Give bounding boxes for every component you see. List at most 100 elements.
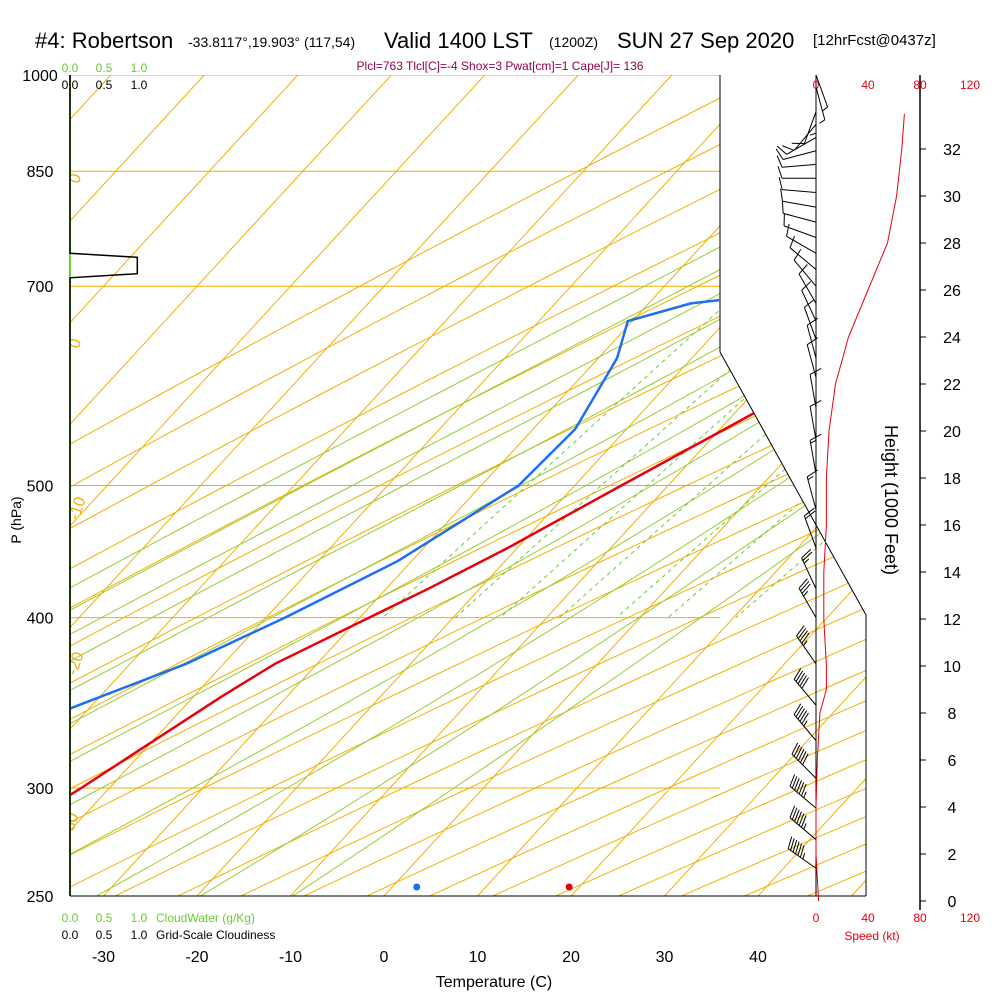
wind-barb-flag	[802, 753, 809, 766]
height-tick-label: 22	[943, 377, 961, 394]
moist-adiabat	[70, 75, 866, 896]
wind-barb-flag	[802, 551, 813, 562]
wind-barb-half	[810, 439, 817, 444]
wind-barb-flag	[787, 836, 793, 849]
speed-tick-top: 80	[913, 78, 927, 92]
wind-barb-flag	[798, 264, 808, 275]
wind-barb	[783, 213, 817, 238]
valid-time: Valid 1400 LST	[384, 28, 533, 53]
wind-barb-flag	[806, 317, 819, 326]
wind-barb-flag	[809, 399, 822, 407]
wind-barb-flag	[796, 811, 802, 824]
wind-barb-half	[807, 475, 814, 481]
speed-tick-bottom: 0	[813, 911, 820, 925]
moist-adiabat	[159, 75, 866, 896]
plot-frame	[70, 75, 867, 897]
temperature-tick-label: 20	[562, 949, 580, 966]
wind-barb	[777, 166, 816, 179]
wind-barb-flag	[801, 281, 812, 291]
wind-barb	[801, 281, 817, 322]
wind-barb-flag	[793, 668, 802, 680]
dry-adiabat	[70, 75, 866, 896]
wind-barb-flag	[790, 838, 795, 851]
dry-adiabat	[128, 75, 866, 896]
dry-adiabat	[70, 75, 866, 896]
wind-barb	[809, 433, 822, 474]
wind-barb-staff	[815, 74, 829, 108]
isotherm-line	[0, 75, 17, 896]
isotherm-line	[70, 75, 673, 896]
moist-adiabat	[70, 75, 866, 896]
isotherm-line	[70, 75, 486, 896]
speed-tick-bottom: 120	[960, 911, 980, 925]
dry-adiabat	[70, 75, 866, 896]
isotherm-line	[70, 75, 766, 896]
wind-barb	[809, 399, 822, 441]
wind-barb	[782, 124, 817, 151]
wind-barb-flag	[794, 809, 800, 822]
wind-barb	[786, 223, 817, 254]
mixing-ratio-label: 2	[299, 903, 317, 916]
wind-barb	[778, 177, 817, 194]
isotherm-line	[851, 75, 866, 896]
mixing-ratio-label: 3	[350, 903, 368, 916]
mixing-ratio-line	[558, 75, 866, 619]
mixing-ratio-label: 12	[533, 900, 554, 921]
isotherm-line	[290, 75, 866, 896]
wind-barb	[801, 548, 817, 589]
dry-adiabat	[70, 75, 866, 896]
wind-barb	[793, 703, 817, 741]
wind-barb-flag	[800, 783, 807, 797]
pressure-tick-label: 700	[27, 279, 54, 296]
surface-temperature-marker	[565, 883, 573, 891]
wind-barb-flag	[797, 672, 806, 685]
wind-barb	[791, 111, 817, 145]
height-tick-label: 30	[943, 189, 961, 206]
wind-barb-staff	[801, 290, 817, 322]
wind-barb-staff	[783, 212, 817, 223]
wind-barb-flag	[791, 776, 798, 789]
wind-barb	[815, 74, 829, 112]
wind-barb	[809, 99, 817, 136]
dry-adiabat	[70, 75, 866, 896]
wind-barb-flag	[793, 249, 802, 261]
isotherm-line	[383, 75, 866, 896]
wind-barb	[789, 805, 817, 840]
dry-adiabat	[190, 75, 866, 896]
cloud-water-tick-bottom: 1.0	[131, 911, 148, 925]
forecast-info: [12hrFcst@0437z]	[813, 32, 936, 49]
wind-barb	[793, 668, 817, 706]
wind-barb-flag	[782, 145, 795, 151]
wind-barb-flag	[806, 469, 819, 478]
wind-barb-flag	[799, 675, 807, 687]
isotherm-line	[570, 75, 866, 896]
height-tick-label: 0	[948, 894, 957, 911]
stability-indices: Plcl=763 Tlcl[C]=-4 Shox=3 Pwat[cm]=1 Ca…	[356, 59, 644, 73]
wind-barb-staff	[782, 163, 817, 168]
speed-tick-bottom: 80	[913, 911, 927, 925]
wind-barb-flag	[805, 510, 816, 520]
cloudiness-tick-top: 1.0	[131, 78, 148, 92]
wind-barb-flag	[793, 703, 802, 715]
wind-barb	[793, 249, 817, 287]
moist-adiabat	[70, 75, 866, 896]
forecast-date: SUN 27 Sep 2020	[617, 28, 795, 53]
cloud-water-tick-top: 0.0	[62, 61, 79, 75]
wind-barb-flag	[801, 677, 809, 689]
isotherm-line	[70, 75, 205, 896]
station-coords: -33.8117°,19.903° (117,54)	[188, 34, 356, 50]
wind-barb-half	[803, 720, 808, 727]
wind-barb-flag	[800, 581, 810, 592]
isotherm-label: 20	[786, 452, 811, 477]
isotherm-label: 10	[742, 362, 767, 387]
wind-barb-flag	[781, 200, 784, 214]
wind-barb	[803, 299, 817, 340]
wind-barb-staff	[782, 200, 817, 208]
wind-barb-half	[822, 106, 828, 112]
wind-barb-flag	[778, 177, 783, 190]
cloud-water-label: CloudWater (g/Kg)	[156, 911, 255, 925]
moist-adiabat	[70, 75, 866, 896]
